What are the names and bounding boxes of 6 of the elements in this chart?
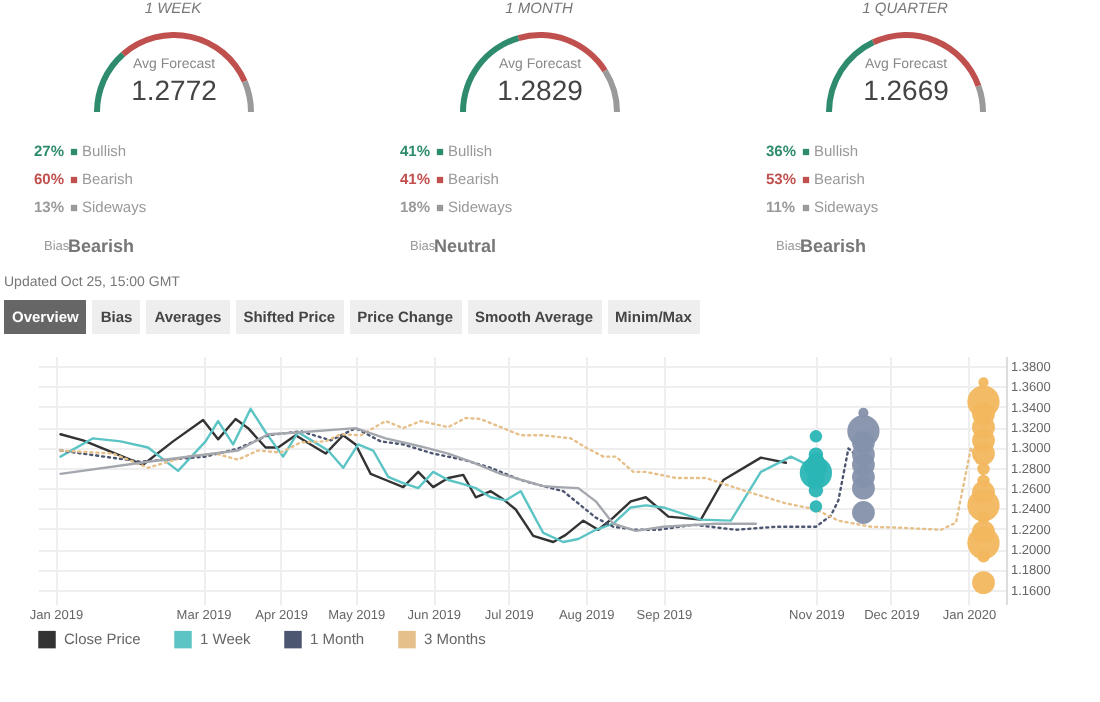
- text: Neutral: [434, 236, 497, 256]
- text: Bearish: [800, 236, 867, 256]
- text: Bearish: [68, 236, 135, 256]
- text: 1.2829: [497, 74, 584, 106]
- text: 1.2772: [131, 74, 218, 106]
- text: 1.2669: [863, 74, 950, 106]
